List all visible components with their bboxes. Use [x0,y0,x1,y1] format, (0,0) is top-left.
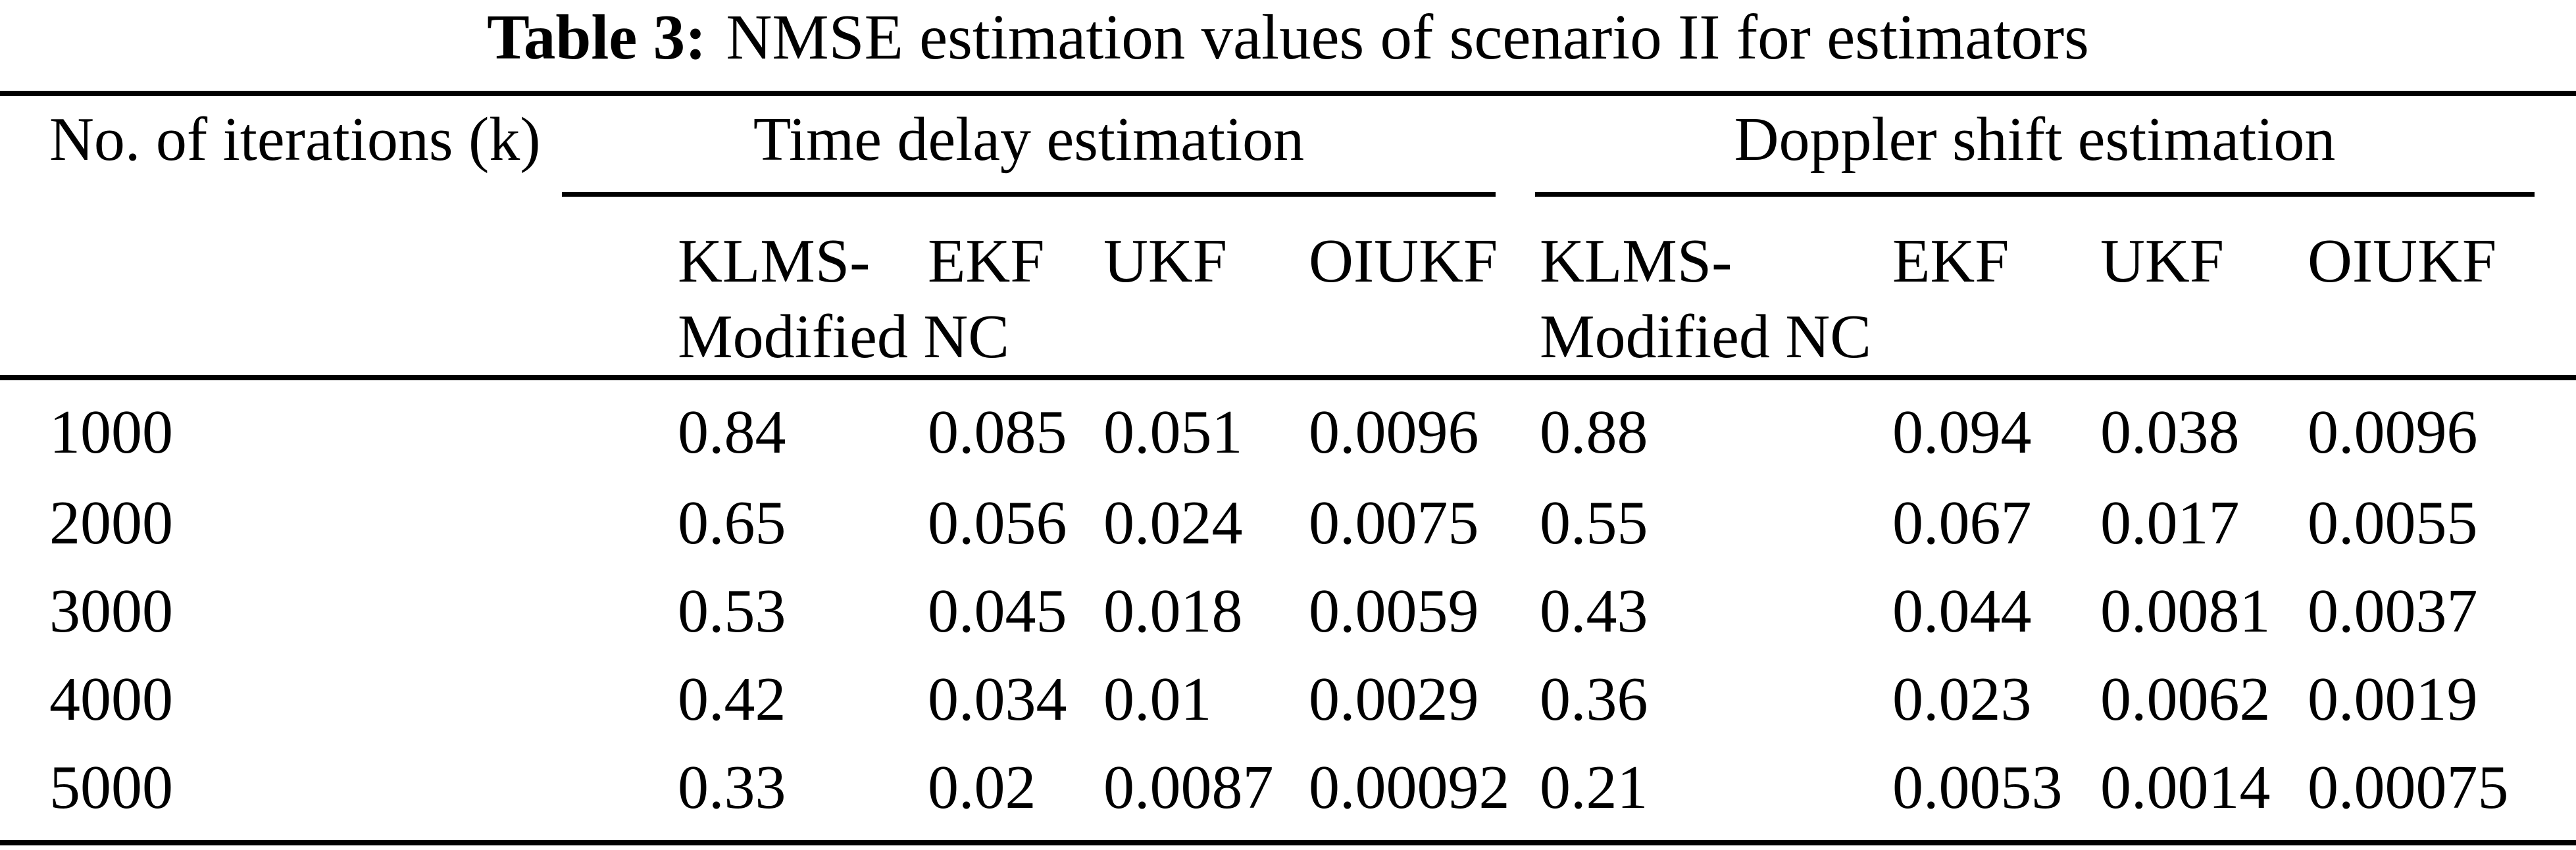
value-cell: 0.42 [678,665,786,734]
value-cell: 0.038 [2100,398,2240,466]
value-cell: 0.02 [928,753,1036,822]
col-header-iterations: No. of iterations (k) [49,105,541,174]
value-cell: 0.65 [678,489,786,557]
table-caption: Table 3: NMSE estimation values of scenar… [0,5,2576,69]
value-cell: 0.024 [1103,489,1243,557]
group-header-time-delay: Time delay estimation [753,105,1305,174]
value-cell: 0.045 [928,577,1067,645]
table-caption-number: Table 3: [487,2,707,72]
value-cell: 0.085 [928,398,1067,466]
value-cell: 0.0019 [2308,665,2478,734]
header-separator-rule [0,375,2576,380]
k-cell: 2000 [49,489,173,557]
value-cell: 0.023 [1892,665,2032,734]
doppler-group-rule [1535,192,2535,197]
k-cell: 3000 [49,577,173,645]
value-cell: 0.067 [1892,489,2032,557]
value-cell: 0.00075 [2308,753,2509,822]
group-header-doppler-shift: Doppler shift estimation [1734,105,2336,174]
value-cell: 0.0087 [1103,753,1274,822]
value-cell: 0.0053 [1892,753,2063,822]
value-cell: 0.0037 [2308,577,2478,645]
top-rule [0,91,2576,96]
k-cell: 4000 [49,665,173,734]
value-cell: 0.034 [928,665,1067,734]
sub-header-ds-ekf: EKF [1892,227,2009,295]
value-cell: 0.33 [678,753,786,822]
sub-header-ds-oiukf: OIUKF [2308,227,2497,295]
value-cell: 0.0075 [1309,489,1479,557]
value-cell: 0.0014 [2100,753,2271,822]
sub-header-td-ukf: UKF [1103,227,1228,295]
value-cell: 0.056 [928,489,1067,557]
sub-header-td-klms: KLMS-Modified NC [678,227,1009,371]
value-cell: 0.0059 [1309,577,1479,645]
value-cell: 0.88 [1540,398,1648,466]
value-cell: 0.0055 [2308,489,2478,557]
value-cell: 0.43 [1540,577,1648,645]
value-cell: 0.01 [1103,665,1212,734]
value-cell: 0.21 [1540,753,1648,822]
table-caption-text: NMSE estimation values of scenario II fo… [726,2,2089,72]
value-cell: 0.84 [678,398,786,466]
value-cell: 0.044 [1892,577,2032,645]
k-cell: 1000 [49,398,173,466]
time-delay-group-rule [562,192,1496,197]
value-cell: 0.0081 [2100,577,2271,645]
value-cell: 0.0096 [1309,398,1479,466]
value-cell: 0.0096 [2308,398,2478,466]
sub-header-td-ekf: EKF [928,227,1045,295]
value-cell: 0.55 [1540,489,1648,557]
value-cell: 0.094 [1892,398,2032,466]
sub-header-ds-ukf: UKF [2100,227,2225,295]
sub-header-td-oiukf: OIUKF [1309,227,1498,295]
value-cell: 0.017 [2100,489,2240,557]
bottom-rule [0,840,2576,845]
value-cell: 0.00092 [1309,753,1510,822]
value-cell: 0.051 [1103,398,1243,466]
value-cell: 0.0062 [2100,665,2271,734]
value-cell: 0.0029 [1309,665,1479,734]
k-cell: 5000 [49,753,173,822]
value-cell: 0.53 [678,577,786,645]
sub-header-ds-klms: KLMS-Modified NC [1540,227,1871,371]
value-cell: 0.018 [1103,577,1243,645]
value-cell: 0.36 [1540,665,1648,734]
